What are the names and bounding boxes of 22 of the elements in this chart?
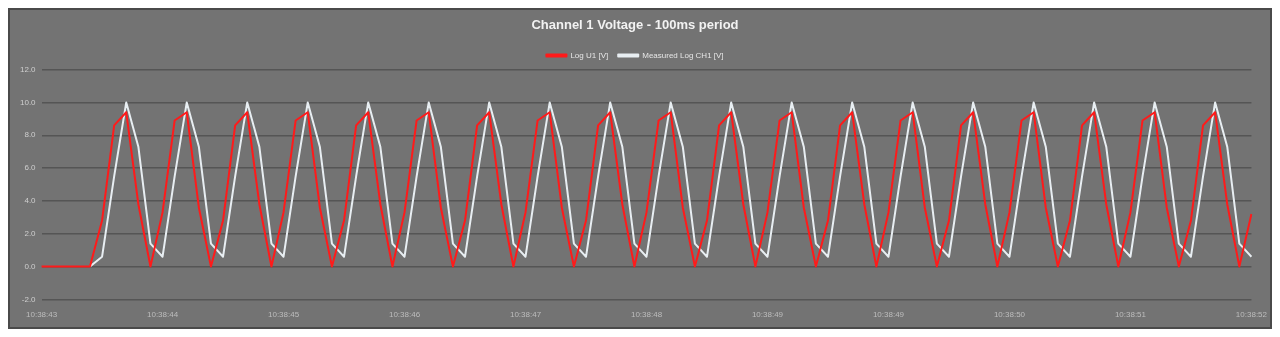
y-tick-label: 12.0	[19, 64, 37, 74]
x-tick-label: 10:38:49	[751, 310, 784, 320]
x-tick-label: 10:38:52	[1235, 310, 1268, 320]
x-tick-label: 10:38:50	[993, 310, 1026, 320]
x-tick-label: 10:38:49	[872, 310, 905, 320]
x-tick-label: 10:38:43	[26, 310, 58, 320]
x-tick-label: 10:38:46	[388, 310, 421, 320]
y-tick-label: 8.0	[24, 130, 37, 140]
x-tick-label: 10:38:47	[509, 310, 542, 320]
x-tick-label: 10:38:48	[630, 310, 663, 320]
x-tick-label: 10:38:51	[1114, 310, 1147, 320]
y-tick-label: -2.0	[21, 294, 37, 304]
legend-label: Measured Log CH1 [V]	[642, 50, 724, 60]
y-tick-label: 4.0	[24, 196, 37, 206]
legend-label: Log U1 [V]	[570, 50, 609, 60]
y-tick-label: 0.0	[24, 261, 37, 271]
chart-title: Channel 1 Voltage - 100ms period	[531, 17, 739, 33]
x-tick-label: 10:38:45	[267, 310, 300, 320]
y-tick-label: 2.0	[24, 228, 37, 238]
y-tick-label: 6.0	[24, 163, 37, 173]
x-tick-label: 10:38:44	[146, 310, 179, 320]
y-tick-label: 10.0	[19, 97, 37, 107]
